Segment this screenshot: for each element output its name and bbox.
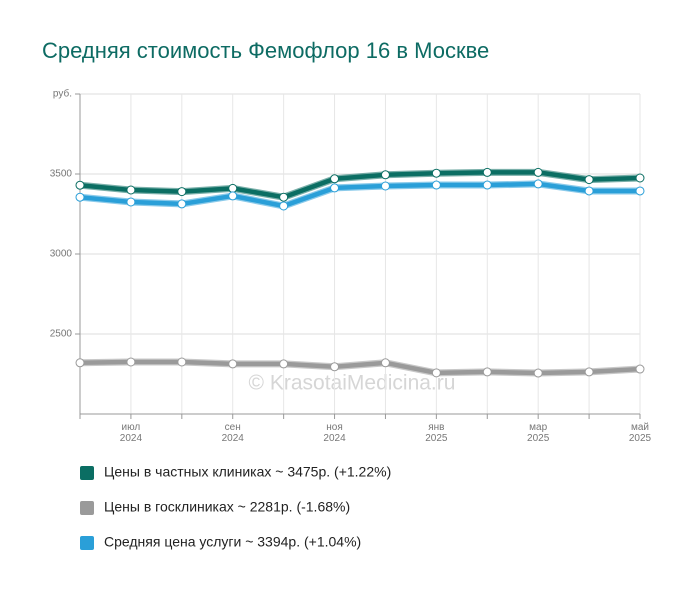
data-point bbox=[228, 359, 238, 369]
chart-title: Средняя стоимость Фемофлор 16 в Москве bbox=[42, 38, 489, 63]
legend-swatch bbox=[80, 536, 94, 550]
x-tick-label: июл 2024 bbox=[120, 422, 143, 444]
x-tick-label: янв 2025 bbox=[425, 422, 448, 444]
series-line bbox=[77, 170, 643, 200]
data-point bbox=[635, 186, 645, 196]
data-point bbox=[330, 174, 340, 184]
data-point bbox=[584, 367, 594, 377]
y-tick-label: 2500 bbox=[50, 329, 73, 340]
data-point bbox=[482, 367, 492, 377]
data-point bbox=[177, 357, 187, 367]
data-point bbox=[380, 181, 390, 191]
x-tick-label: мар 2025 bbox=[527, 422, 550, 444]
data-point bbox=[635, 173, 645, 183]
legend-label: Цены в госклиниках ~ 2281р. (-1.68%) bbox=[104, 499, 350, 515]
data-point bbox=[482, 180, 492, 190]
data-point bbox=[228, 183, 238, 193]
data-point bbox=[584, 175, 594, 185]
data-point bbox=[126, 197, 136, 207]
data-point bbox=[75, 180, 85, 190]
data-point bbox=[228, 191, 238, 201]
data-point bbox=[279, 201, 289, 211]
data-point bbox=[431, 168, 441, 178]
series-line bbox=[77, 359, 643, 376]
legend-swatch bbox=[80, 501, 94, 515]
x-tick-label: сен 2024 bbox=[222, 422, 245, 444]
data-point bbox=[126, 357, 136, 367]
y-tick-label: руб. bbox=[53, 88, 72, 100]
data-point bbox=[380, 170, 390, 180]
data-point bbox=[75, 192, 85, 202]
data-point bbox=[330, 183, 340, 193]
data-point bbox=[584, 186, 594, 196]
data-point bbox=[533, 368, 543, 378]
x-tick-label: май 2025 bbox=[629, 422, 652, 444]
data-point bbox=[431, 180, 441, 190]
legend-label: Средняя цена услуги ~ 3394р. (+1.04%) bbox=[104, 534, 361, 550]
data-point bbox=[330, 362, 340, 372]
data-point bbox=[380, 358, 390, 368]
data-point bbox=[177, 187, 187, 197]
series-line bbox=[77, 181, 643, 209]
x-tick-label: ноя 2024 bbox=[323, 422, 346, 444]
data-point bbox=[482, 167, 492, 177]
data-point bbox=[126, 185, 136, 195]
y-tick-label: 3500 bbox=[50, 169, 73, 180]
data-point bbox=[635, 364, 645, 374]
data-point bbox=[177, 199, 187, 209]
y-tick-label: 3000 bbox=[50, 249, 73, 260]
data-point bbox=[533, 179, 543, 189]
data-point bbox=[279, 192, 289, 202]
legend-label: Цены в частных клиниках ~ 3475р. (+1.22%… bbox=[104, 464, 391, 480]
watermark: © KrasotaiMedicina.ru bbox=[249, 372, 456, 395]
data-point bbox=[431, 368, 441, 378]
data-point bbox=[279, 359, 289, 369]
data-point bbox=[75, 358, 85, 368]
data-point bbox=[533, 167, 543, 177]
legend-swatch bbox=[80, 466, 94, 480]
